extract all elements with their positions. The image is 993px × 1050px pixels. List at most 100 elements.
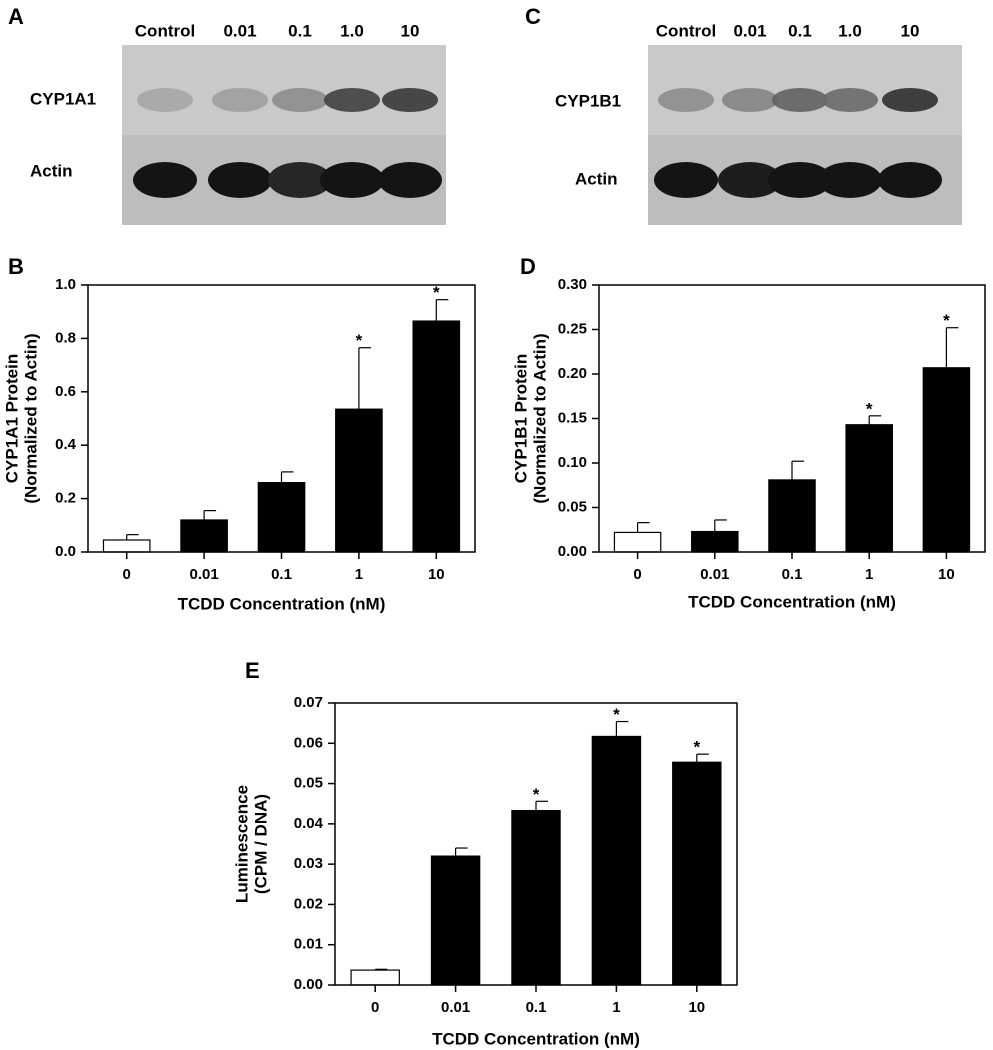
lane-label: 1.0: [838, 21, 862, 40]
bar: [591, 735, 642, 986]
panel-letter: A: [8, 4, 24, 29]
x-axis-label: TCDD Concentration (nM): [178, 594, 386, 613]
row-label: CYP1A1: [30, 89, 96, 108]
bar: [691, 530, 739, 553]
blot-band: [378, 162, 442, 198]
x-tick-label: 0: [371, 999, 379, 1016]
significance-star: *: [356, 331, 363, 350]
y-tick-label: 0.25: [558, 320, 587, 337]
blot-band: [878, 162, 942, 198]
y-tick-label: 0.20: [558, 365, 587, 382]
x-tick-label: 10: [938, 566, 955, 583]
y-tick-label: 0.30: [558, 276, 587, 293]
lane-label: 0.01: [223, 21, 256, 40]
bar: [102, 539, 151, 553]
x-tick-label: 0.01: [189, 566, 218, 583]
panel-letter: E: [245, 658, 260, 683]
row-label: CYP1B1: [555, 91, 621, 110]
y-tick-label: 0.10: [558, 454, 587, 471]
x-tick-label: 0: [123, 566, 131, 583]
blot-band: [768, 162, 832, 198]
lane-label: 0.01: [733, 21, 766, 40]
lane-label: 10: [401, 21, 420, 40]
bar: [350, 969, 400, 986]
panel-letter: B: [8, 254, 24, 279]
blot-band: [818, 162, 882, 198]
y-tick-label: 0.8: [55, 329, 76, 346]
y-tick-label: 0.04: [294, 815, 324, 832]
x-tick-label: 1: [865, 566, 873, 583]
significance-star: *: [693, 738, 700, 757]
x-tick-label: 1: [355, 566, 363, 583]
lane-label: 0.1: [788, 21, 812, 40]
x-tick-label: 0.1: [526, 999, 547, 1016]
bar: [257, 481, 306, 553]
x-tick-label: 10: [428, 566, 445, 583]
y-axis-label: CYP1B1 Protein: [511, 354, 530, 483]
y-tick-label: 0.02: [294, 895, 323, 912]
blot-band: [133, 162, 197, 198]
bar: [672, 761, 722, 986]
y-axis-label: CYP1A1 Protein: [2, 354, 21, 483]
blot-band: [658, 88, 714, 112]
y-tick-label: 0.2: [55, 490, 76, 507]
y-axis-label: Luminescence: [232, 785, 251, 903]
row-label: Actin: [575, 169, 618, 188]
significance-star: *: [866, 399, 873, 418]
blot-band: [382, 88, 438, 112]
significance-star: *: [433, 283, 440, 302]
y-axis-label: (Normalized to Actin): [21, 333, 40, 503]
y-tick-label: 0.00: [294, 976, 323, 993]
lane-label: Control: [135, 21, 195, 40]
lane-label: 1.0: [340, 21, 364, 40]
blot-band: [822, 88, 878, 112]
y-tick-label: 0.05: [558, 498, 587, 515]
blot-band: [718, 162, 782, 198]
panel-letter: C: [525, 4, 541, 29]
bar: [613, 531, 662, 553]
blot-band: [268, 162, 332, 198]
y-tick-label: 0.05: [294, 775, 323, 792]
y-tick-label: 0.07: [294, 694, 323, 711]
y-axis-label: (Normalized to Actin): [530, 333, 549, 503]
y-tick-label: 0.00: [558, 543, 587, 560]
bar: [768, 479, 816, 553]
y-tick-label: 0.4: [55, 436, 77, 453]
x-axis-label: TCDD Concentration (nM): [432, 1029, 640, 1048]
blot-band: [324, 88, 380, 112]
plot-frame: [598, 284, 986, 553]
y-tick-label: 0.06: [294, 734, 323, 751]
bar: [511, 809, 561, 986]
x-tick-label: 0.1: [782, 566, 803, 583]
significance-star: *: [533, 785, 540, 804]
y-axis-label: (CPM / DNA): [251, 794, 270, 894]
blot-band: [137, 88, 193, 112]
bar: [845, 424, 893, 553]
blot-band: [320, 162, 384, 198]
blot-band: [882, 88, 938, 112]
x-tick-label: 10: [688, 999, 705, 1016]
significance-star: *: [613, 705, 620, 724]
y-tick-label: 0.6: [55, 383, 76, 400]
plot-frame: [87, 284, 476, 553]
y-tick-label: 1.0: [55, 276, 76, 293]
panel-letter: D: [520, 254, 536, 279]
y-tick-label: 0.01: [294, 936, 323, 953]
x-tick-label: 0.01: [441, 999, 470, 1016]
lane-label: Control: [656, 21, 716, 40]
x-tick-label: 0: [633, 566, 641, 583]
blot-band: [272, 88, 328, 112]
x-axis-label: TCDD Concentration (nM): [688, 592, 896, 611]
bar: [335, 408, 383, 553]
bar: [922, 367, 971, 553]
blot-band: [772, 88, 828, 112]
x-tick-label: 0.01: [700, 566, 729, 583]
lane-label: 10: [901, 21, 920, 40]
significance-star: *: [943, 311, 950, 330]
row-label: Actin: [30, 161, 73, 180]
blot-band: [212, 88, 268, 112]
y-tick-label: 0.15: [558, 409, 587, 426]
bar: [430, 855, 481, 986]
bar: [412, 320, 461, 553]
